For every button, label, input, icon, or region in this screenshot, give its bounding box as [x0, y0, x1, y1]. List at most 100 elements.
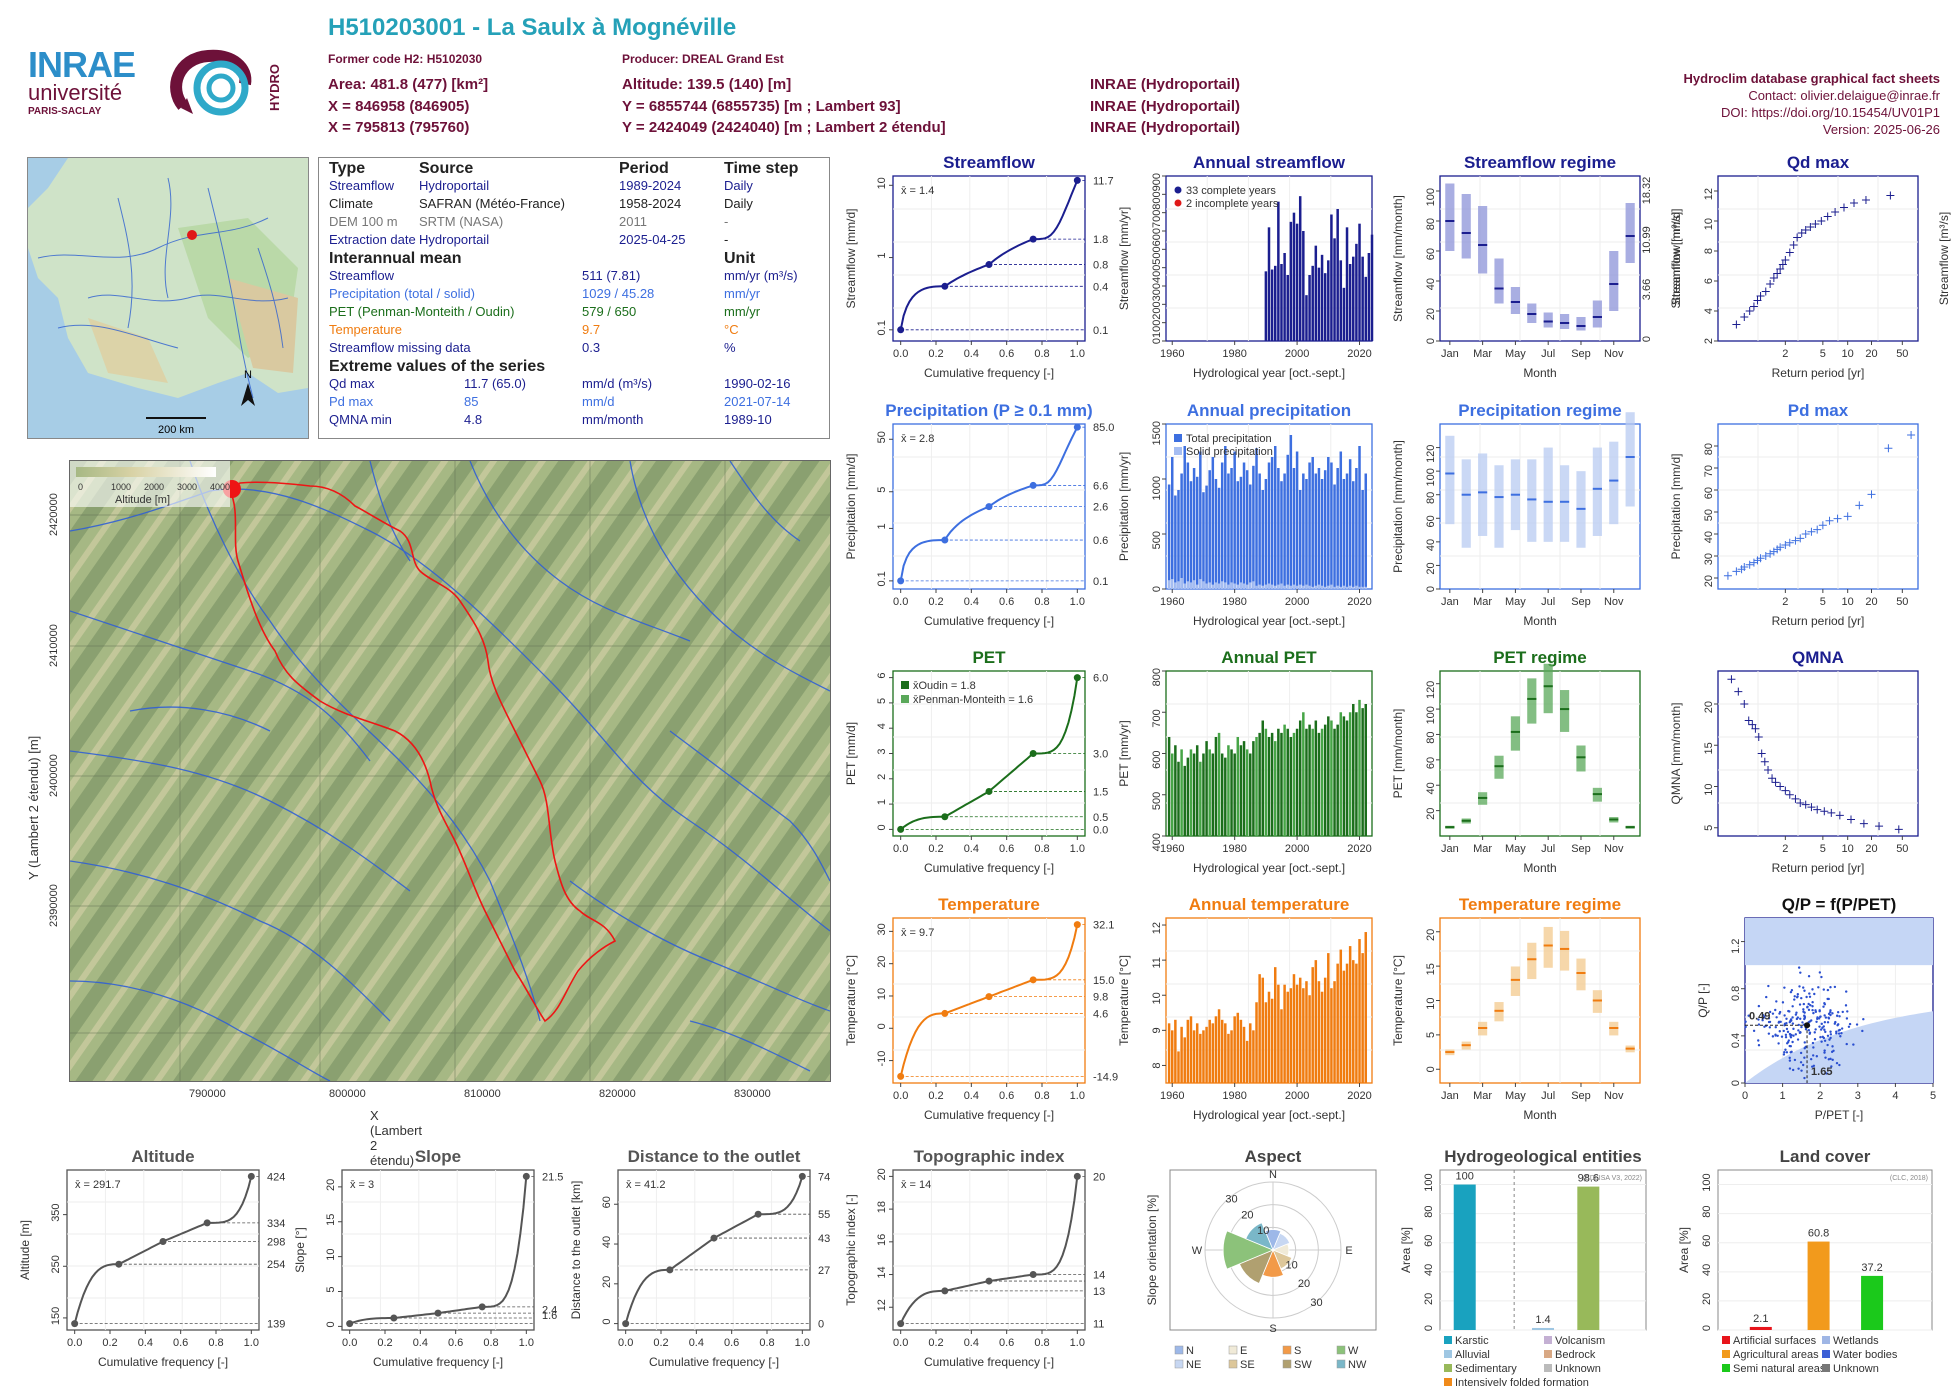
solid-bar [1261, 585, 1265, 589]
solid-bar [1277, 584, 1280, 589]
y-tick-label: 2 [1703, 338, 1715, 344]
source-3: INRAE (Hydroportail) [1090, 119, 1240, 136]
x-tick-label: 0.8 [1034, 596, 1049, 608]
y-tick-label: 14 [876, 1266, 888, 1278]
right-tick-label: 55 [818, 1209, 830, 1221]
right-tick-label: 14 [1093, 1270, 1105, 1282]
regime-box [1494, 258, 1504, 304]
x-tick-label: 0.6 [999, 348, 1014, 360]
interannual-row-cell: °C [724, 322, 739, 337]
info-source-row-cell: Daily [724, 178, 753, 193]
year-bar [1199, 451, 1202, 589]
y-axis-label: PET [mm/yr] [1117, 720, 1131, 786]
regime-box [1560, 465, 1570, 542]
ring-label: 20 [1298, 1278, 1310, 1290]
year-bar [1358, 699, 1361, 836]
year-bar [1227, 473, 1230, 589]
year-bar [1345, 473, 1349, 589]
daily-point [1823, 1021, 1827, 1024]
daily-point [1811, 988, 1814, 991]
y-tick-label: 40 [1423, 1264, 1435, 1276]
return-period-point [1855, 501, 1864, 510]
year-bar [1361, 953, 1364, 1083]
solid-bar [1252, 581, 1255, 589]
regime-box [1494, 755, 1504, 779]
daily-point [1807, 1008, 1811, 1012]
daily-point [1791, 1022, 1795, 1025]
daily-point [1836, 1011, 1840, 1014]
category-bar [1532, 1327, 1554, 1330]
year-bar [1348, 264, 1352, 341]
y-tick-label: 5 [325, 1286, 337, 1292]
daily-point [1833, 985, 1837, 989]
x-axis-label: Return period [yr] [1772, 861, 1865, 875]
legend-label: Intensively folded formation [1455, 1377, 1589, 1386]
x-tick-label: 0.6 [999, 1090, 1014, 1102]
year-bar [1358, 446, 1361, 589]
year-bar [1273, 446, 1277, 589]
altitude_cdf-chart: Altitude Cumulative frequency [-] Altitude… [18, 1147, 285, 1369]
return-period-point [1797, 229, 1806, 237]
interannual-row-cell: mm/yr (m³/s) [724, 268, 798, 283]
x-tick-label: 0.6 [724, 1337, 739, 1349]
year-bar [1224, 446, 1227, 589]
daily-point [1788, 1059, 1792, 1062]
daily-point [1796, 1038, 1800, 1041]
solid-bar [1308, 585, 1311, 589]
year-bar [1186, 462, 1190, 589]
y-axis-label: Temperature [°C] [1391, 955, 1405, 1046]
y-tick-label: 300 [1151, 283, 1163, 301]
daily-point [1785, 1022, 1788, 1025]
daily-point [1803, 1017, 1806, 1021]
altitude-legend-tick: 2000 [144, 482, 164, 492]
legend-label: Wetlands [1833, 1335, 1879, 1347]
year-bar [1355, 243, 1358, 341]
daily-point [1784, 1033, 1788, 1037]
quantile-point [115, 1260, 123, 1268]
mean-label: x̄ = 41.2 [626, 1179, 665, 1191]
aspect-legend-swatch [1282, 1359, 1292, 1369]
x-axis-label: Hydrological year [oct.-sept.] [1193, 366, 1345, 380]
x-tick-label: 20 [1865, 596, 1877, 608]
return-period-point [1811, 220, 1820, 228]
db-title: Hydroclim database graphical fact sheets [1683, 71, 1940, 86]
x-tick-label: 0.2 [928, 348, 943, 360]
legend-label: Artificial surfaces [1733, 1335, 1817, 1347]
x-lambert93: X = 846958 (846905) [328, 98, 470, 115]
year-bar [1336, 209, 1339, 341]
daily-point [1808, 1032, 1811, 1035]
year-bar [1214, 737, 1218, 836]
y-tick-label: 1500 [1151, 421, 1163, 445]
daily-point [1799, 1061, 1803, 1064]
y-tick-label: 900 [1151, 173, 1163, 191]
x-tick-label: 1.0 [1070, 596, 1085, 608]
x-tick-label: Nov [1604, 596, 1624, 608]
daily-point [1796, 995, 1799, 998]
year-bar [1330, 214, 1333, 341]
x-tick-label: 0.0 [893, 596, 908, 608]
daily-point [1838, 1028, 1842, 1032]
legend-marker [1174, 434, 1182, 442]
solid-bar [1267, 583, 1271, 589]
return-period-point [1756, 292, 1765, 300]
hydrogeology-chart: Hydrogeological entities Area [%] (BDLISA … [1399, 1147, 1647, 1386]
year-bar [1267, 737, 1271, 836]
year-bar [1242, 741, 1246, 836]
daily-point [1768, 1010, 1772, 1014]
legend-marker [1174, 186, 1182, 194]
x-tick-label: 0.2 [928, 596, 943, 608]
x-tick-label: 2 [1782, 843, 1788, 855]
return-period-point [1796, 534, 1805, 543]
precip_cdf-chart: Precipitation (P ≥ 0.1 mm) Cumulative fre… [844, 401, 1114, 628]
solid-bar [1195, 584, 1199, 589]
x-tick-label: Jul [1541, 596, 1555, 608]
return-period-point [1818, 521, 1827, 530]
right-tick-label: 6.0 [1093, 673, 1108, 685]
solid-bar [1208, 582, 1211, 589]
year-bar [1352, 960, 1355, 1083]
streamflow_cdf-frame [892, 175, 1086, 342]
year-bar [1167, 737, 1171, 836]
regime-box [1543, 312, 1553, 328]
info-source-row-cell: Hydroportail [419, 232, 490, 247]
return-period-point [1894, 825, 1903, 834]
